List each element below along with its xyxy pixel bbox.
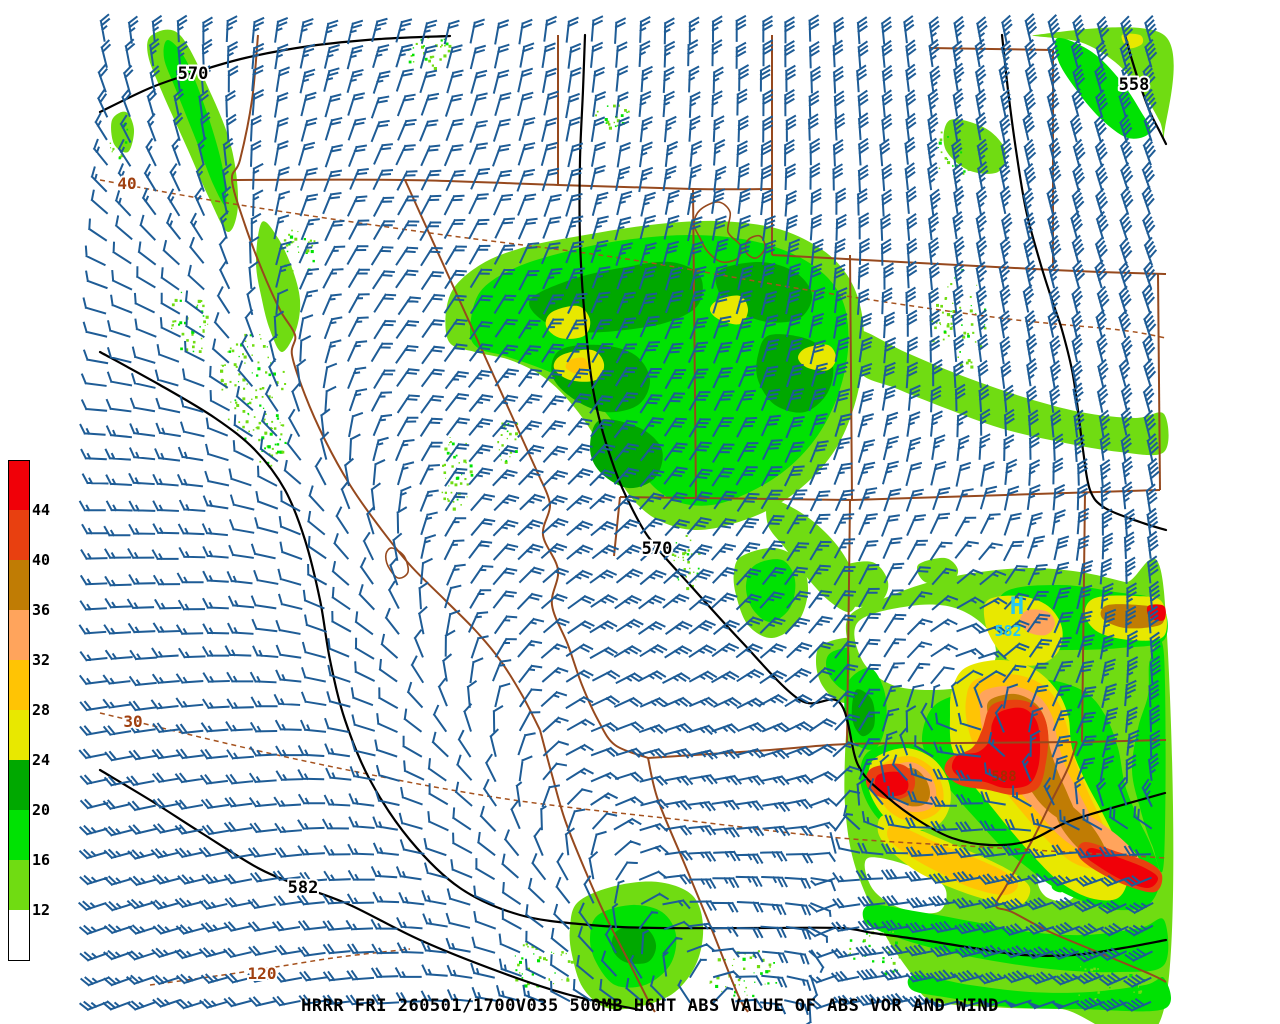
height-contour-label: 582: [288, 878, 319, 898]
colorbar-tick-label: 36: [32, 601, 51, 619]
height-max-marker: H: [1010, 592, 1024, 620]
height-max-value: 582: [994, 622, 1021, 640]
vorticity-region: [862, 904, 1169, 973]
colorbar-tick-label: 28: [32, 701, 51, 719]
vorticity-region: [907, 974, 1171, 1012]
state-border: [539, 729, 656, 1013]
height-contours-layer: [98, 33, 1168, 1012]
vorticity-region: [1054, 37, 1151, 139]
map-labels-layer: 570 558 570 582 40 30 120 588 H 582: [115, 62, 1151, 985]
state-border: [849, 254, 853, 501]
vorticity-region: [709, 295, 748, 325]
vorticity-region: [1032, 27, 1174, 141]
state-border: [1081, 739, 1167, 743]
colorbar-tick-label: 12: [32, 901, 51, 919]
vort-max-label: 588: [991, 769, 1016, 785]
colorbar-segment: [8, 810, 30, 861]
vorticity-region: [1085, 847, 1159, 889]
colorbar-segment: [8, 860, 30, 911]
colorbar-tick-label: 24: [32, 751, 51, 769]
latlon-line: [99, 712, 1167, 859]
colorbar-tick-label: 44: [32, 501, 51, 519]
colorbar-segment: [8, 510, 30, 561]
vorticity-region: [611, 926, 657, 964]
latlon-line: [99, 179, 1167, 339]
colorbar-tick-label: 40: [32, 551, 51, 569]
latlon-label: 120: [248, 964, 277, 983]
height-contour-label: 558: [1119, 75, 1150, 95]
latlon-label: 30: [123, 712, 142, 731]
state-border: [994, 741, 1167, 983]
colorbar-tick-label: 20: [32, 801, 51, 819]
vorticity-region: [545, 305, 591, 339]
vorticity-region: [851, 689, 875, 737]
colorbar-segment: [8, 660, 30, 711]
colorbar-segment: [8, 560, 30, 611]
wind-barbs: [77, 13, 1162, 1024]
colorbar-segment: [8, 910, 30, 961]
state-border: [619, 496, 853, 501]
graticule-layer: [99, 179, 1167, 986]
state-border: [539, 477, 649, 759]
state-border: [647, 757, 749, 1013]
lake-outline: [384, 547, 410, 579]
state-border: [230, 34, 541, 731]
vorticity-region: [745, 559, 796, 622]
footer-title: HRRR FRI 260501/1700V035 500MB H6HT ABS …: [301, 996, 999, 1016]
colorbar-tick-label: 32: [32, 651, 51, 669]
latlon-line: [149, 948, 411, 986]
vorticity-region: [916, 557, 959, 584]
wind-barbs-layer: [77, 13, 1162, 1024]
state-border: [929, 47, 1054, 51]
height-contour-label: 570: [642, 539, 673, 559]
height-contour: [98, 768, 642, 1012]
wind-barb-pennants: [929, 999, 1066, 1009]
colorbar-segment: [8, 460, 30, 512]
latlon-label: 40: [117, 174, 136, 193]
state-border: [851, 489, 1161, 501]
height-contour: [98, 34, 452, 114]
colorbar-segment: [8, 710, 30, 761]
height-contour-label: 570: [178, 64, 209, 84]
vorticity-region: [256, 221, 301, 352]
height-contour: [98, 350, 1168, 957]
colorbar-segment: [8, 610, 30, 661]
height-contour: [578, 33, 1167, 847]
state-border: [692, 188, 697, 501]
vorticity-region: [1131, 640, 1166, 873]
vorticity-region: [851, 329, 1169, 456]
colorbar-segment: [8, 760, 30, 811]
state-border: [1157, 273, 1161, 491]
vorticity-colorbar: 44 40 36 32 28 24 20 16 12: [8, 460, 68, 961]
colorbar-tick-label: 16: [32, 851, 51, 869]
